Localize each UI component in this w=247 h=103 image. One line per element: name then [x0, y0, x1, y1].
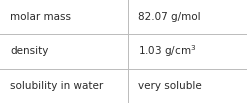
Text: 1.03 g/cm$^{3}$: 1.03 g/cm$^{3}$: [138, 44, 197, 59]
Text: molar mass: molar mass: [10, 12, 71, 22]
Text: very soluble: very soluble: [138, 81, 202, 91]
Text: solubility in water: solubility in water: [10, 81, 103, 91]
Text: density: density: [10, 46, 48, 57]
Text: 82.07 g/mol: 82.07 g/mol: [138, 12, 201, 22]
